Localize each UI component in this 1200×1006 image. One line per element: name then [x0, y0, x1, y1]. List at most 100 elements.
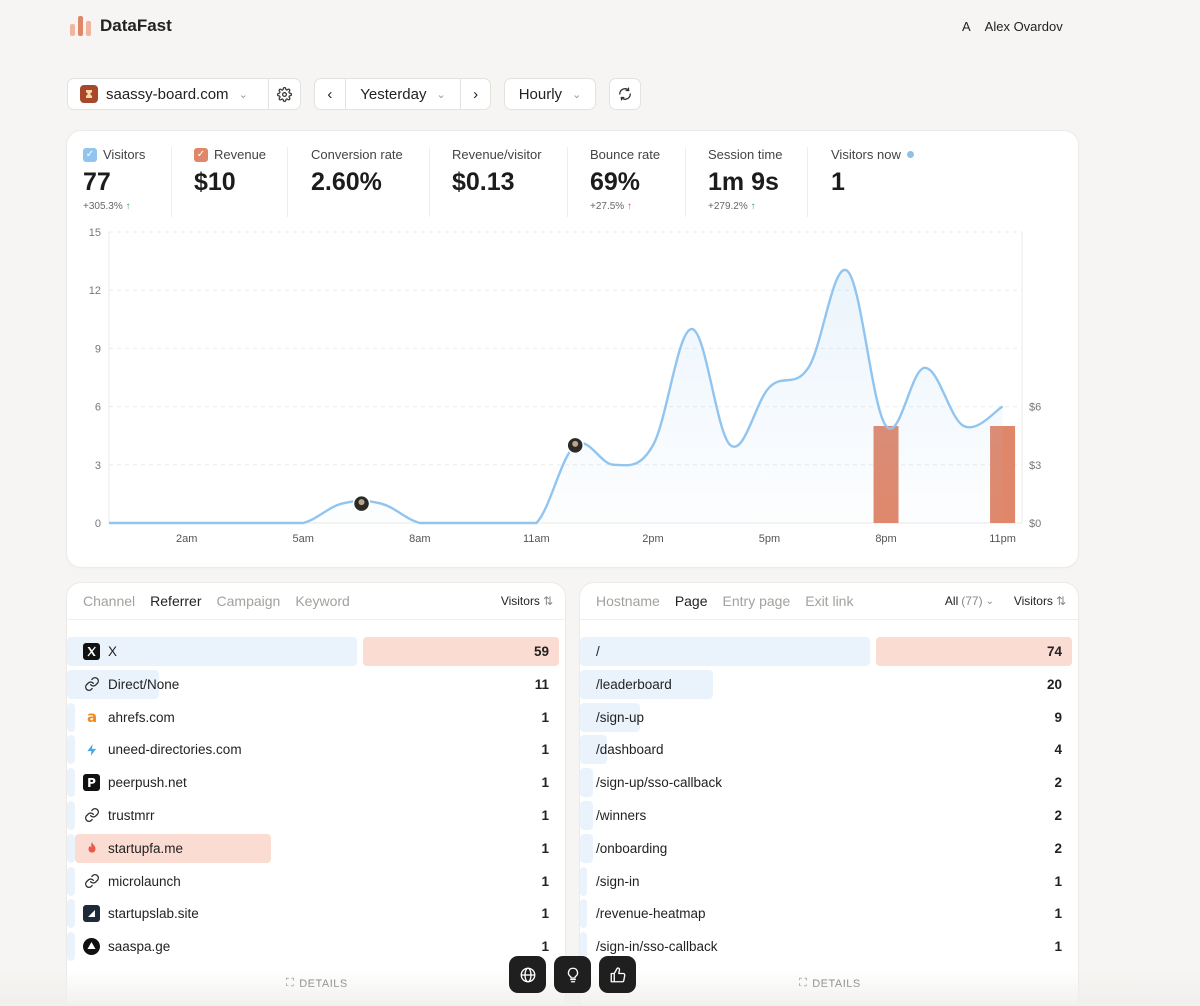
- site-dropdown[interactable]: saassy-board.com ⌄: [68, 79, 268, 109]
- list-item[interactable]: microlaunch 1: [67, 866, 565, 899]
- row-label: ahrefs.com: [108, 709, 175, 725]
- metric-revenue[interactable]: ✓ Revenue $10: [194, 147, 266, 217]
- list-item[interactable]: Direct/None 11: [67, 669, 565, 702]
- metric-value: 69%: [590, 168, 641, 196]
- refresh-icon: [619, 87, 631, 101]
- list-item[interactable]: /winners 2: [580, 800, 1078, 833]
- row-value: 1: [1054, 939, 1062, 955]
- metric-label: Session time: [708, 147, 783, 162]
- row-content: microlaunch 1: [83, 866, 549, 897]
- expand-icon: ⛶: [799, 977, 808, 989]
- user-menu[interactable]: A Alex Ovardov: [962, 19, 1063, 34]
- metric-label: Revenue/visitor: [452, 147, 542, 162]
- tab-exit-link[interactable]: Exit link: [805, 593, 854, 609]
- list-item[interactable]: /revenue-heatmap 1: [580, 898, 1078, 931]
- filter-label: All: [944, 594, 959, 608]
- feedback-button[interactable]: [599, 956, 636, 993]
- row-label: startupslab.site: [108, 906, 199, 922]
- visitors-checkbox[interactable]: ✓: [83, 147, 97, 162]
- x-tick-label: 8am: [409, 533, 430, 545]
- visitors-area: [109, 269, 1003, 523]
- row-content: a ahrefs.com 1: [83, 702, 549, 733]
- list-item[interactable]: a ahrefs.com 1: [67, 702, 565, 735]
- tab-campaign[interactable]: Campaign: [216, 593, 281, 609]
- tab-entry-page[interactable]: Entry page: [722, 593, 791, 609]
- row-label: /leaderboard: [596, 676, 672, 692]
- tab-keyword[interactable]: Keyword: [295, 593, 350, 609]
- metric-visitors[interactable]: ✓ Visitors 77 +305.3% ↑: [83, 147, 145, 217]
- tab-hostname[interactable]: Hostname: [596, 593, 660, 609]
- tab-referrer[interactable]: Referrer: [150, 593, 202, 609]
- tab-channel[interactable]: Channel: [83, 593, 136, 609]
- visitors-revenue-chart[interactable]: 0 3 6 9 12 15 $0 $3 $6 2am 5am 8am 11am 2pm 5pm 8pm 11pm: [67, 131, 1078, 567]
- list-item[interactable]: X 59: [67, 636, 565, 669]
- list-item[interactable]: /sign-in/sso-callback 1: [580, 931, 1078, 964]
- flame-icon: [83, 840, 100, 857]
- details-label: DETAILS: [812, 977, 861, 990]
- site-settings-button[interactable]: [268, 79, 300, 109]
- list-item[interactable]: trustmrr 1: [67, 800, 565, 833]
- list-item[interactable]: / 74: [580, 636, 1078, 669]
- sort-icon: ⇅: [1055, 594, 1066, 608]
- revenue-checkbox[interactable]: ✓: [194, 147, 208, 162]
- metric-session-time[interactable]: Session time 1m 9s +279.2% ↑: [708, 147, 782, 217]
- y-tick-label: 9: [95, 343, 101, 355]
- y-tick-label: 3: [95, 460, 101, 472]
- row-value: 1: [541, 709, 549, 725]
- sort-label: Visitors: [500, 594, 540, 608]
- row-content: X 59: [83, 636, 549, 667]
- refresh-button[interactable]: [609, 78, 641, 110]
- tab-page[interactable]: Page: [674, 593, 708, 609]
- list-item[interactable]: /sign-up/sso-callback 2: [580, 767, 1078, 800]
- divider: [685, 147, 686, 217]
- arrow-up-icon: ↑: [750, 201, 756, 212]
- metric-delta: +27.5%: [590, 201, 625, 212]
- visitors-bar: [67, 637, 358, 666]
- y2-tick-label: $0: [1029, 518, 1041, 530]
- sort-by-visitors[interactable]: Visitors ⇅: [1014, 594, 1066, 608]
- list-item[interactable]: /sign-in 1: [580, 866, 1078, 899]
- details-button[interactable]: ⛶ DETAILS: [286, 977, 348, 990]
- pages-tabs: Hostname Page Entry page Exit link: [596, 593, 853, 609]
- period-dropdown[interactable]: Yesterday ⌄: [344, 79, 460, 109]
- page-filter-dropdown[interactable]: All (77) ⌄: [945, 594, 994, 608]
- list-item[interactable]: /sign-up 9: [580, 702, 1078, 735]
- row-label: /onboarding: [596, 840, 668, 856]
- list-item[interactable]: uneed-directories.com 1: [67, 734, 565, 767]
- metric-bounce-rate[interactable]: Bounce rate 69% +27.5% ↑: [590, 147, 660, 217]
- details-button[interactable]: ⛶ DETAILS: [799, 977, 861, 990]
- svg-text:a: a: [86, 709, 96, 725]
- metric-value: 1m 9s: [708, 168, 779, 196]
- globe-button[interactable]: [509, 956, 546, 993]
- overview-card: ✓ Visitors 77 +305.3% ↑ ✓ Revenue $10 Co…: [67, 131, 1078, 567]
- list-item[interactable]: /onboarding 2: [580, 833, 1078, 866]
- list-item[interactable]: saaspa.ge 1: [67, 931, 565, 964]
- list-item[interactable]: startupslab.site 1: [67, 898, 565, 931]
- date-navigator: ‹ Yesterday ⌄ ›: [314, 78, 491, 110]
- next-period-button[interactable]: ›: [460, 79, 490, 109]
- list-item[interactable]: /dashboard 4: [580, 734, 1078, 767]
- divider: [287, 147, 288, 217]
- ideas-button[interactable]: [554, 956, 591, 993]
- list-item[interactable]: startupfa.me 1: [67, 833, 565, 866]
- row-content: /onboarding 2: [596, 833, 1062, 864]
- metric-revenue-per-visitor[interactable]: Revenue/visitor $0.13: [452, 147, 542, 217]
- list-item[interactable]: /leaderboard 20: [580, 669, 1078, 702]
- divider: [807, 147, 808, 217]
- prev-period-button[interactable]: ‹: [315, 79, 345, 109]
- metric-visitors-now[interactable]: Visitors now 1: [831, 147, 914, 217]
- ahrefs-icon: a: [83, 709, 100, 726]
- filter-count: (77): [961, 594, 983, 608]
- visitors-bar: [67, 768, 76, 798]
- metrics-row: ✓ Visitors 77 +305.3% ↑ ✓ Revenue $10 Co…: [67, 131, 1078, 221]
- pages-panel: Hostname Page Entry page Exit link All (…: [580, 583, 1078, 1006]
- metric-conversion-rate[interactable]: Conversion rate 2.60%: [311, 147, 403, 217]
- metric-label: Revenue: [214, 147, 267, 162]
- row-value: 1: [1054, 873, 1062, 889]
- app-logo[interactable]: DataFast: [70, 16, 172, 36]
- y-tick-label: 0: [95, 518, 101, 530]
- granularity-dropdown[interactable]: Hourly ⌄: [504, 78, 596, 110]
- sort-by-visitors[interactable]: Visitors ⇅: [501, 594, 553, 608]
- globe-icon: [520, 967, 535, 982]
